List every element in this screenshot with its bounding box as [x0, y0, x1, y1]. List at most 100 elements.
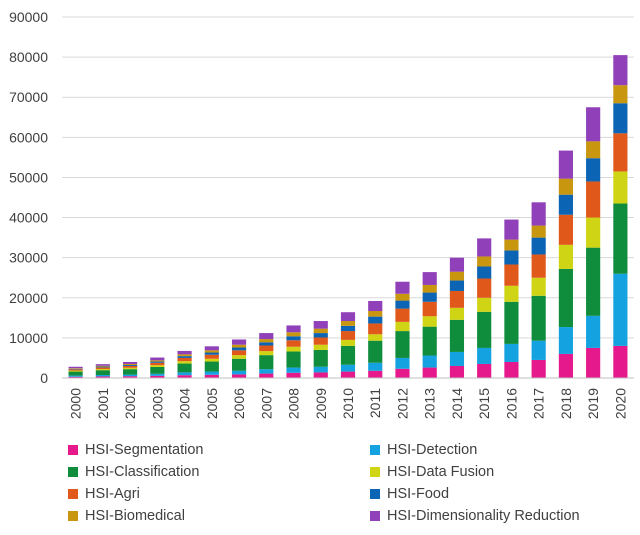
bar-hsi-biomedical-2018: [558, 178, 573, 195]
bar-hsi-detection-2006: [231, 370, 247, 375]
bar-hsi-segmentation-2012: [395, 368, 410, 378]
bar-hsi-segmentation-2017: [531, 359, 546, 378]
gridlines: [62, 16, 634, 339]
bar-hsi-agri-2004: [177, 357, 192, 362]
bar-hsi-biomedical-2006: [231, 344, 247, 348]
legend-item-hsi-biomedical: HSI-Biomedical: [68, 506, 185, 526]
bar-hsi-dimensionality-reduction-2015: [477, 238, 492, 257]
bar-hsi-food-2005: [204, 352, 219, 355]
bar-hsi-detection-2001: [95, 374, 110, 377]
legend-label: HSI-Biomedical: [85, 508, 185, 524]
bar-hsi-segmentation-2019: [586, 347, 601, 378]
bar-hsi-food-2003: [150, 361, 165, 363]
bar-hsi-biomedical-2000: [68, 368, 83, 369]
bar-hsi-segmentation-2013: [422, 367, 437, 378]
bar-hsi-food-2017: [531, 237, 546, 255]
bar-hsi-biomedical-2007: [259, 339, 274, 343]
bar-hsi-data-fusion-2004: [177, 361, 192, 364]
bar-hsi-detection-2003: [150, 373, 165, 376]
bar-hsi-detection-2004: [177, 372, 192, 376]
bar-hsi-dimensionality-reduction-2014: [449, 257, 465, 272]
bar-hsi-detection-2019: [586, 315, 601, 348]
bar-hsi-biomedical-2013: [422, 284, 437, 293]
bars: [68, 55, 628, 378]
bar-hsi-agri-2008: [286, 340, 301, 347]
bar-hsi-dimensionality-reduction-2001: [95, 364, 110, 366]
bar-hsi-agri-2009: [313, 337, 328, 345]
x-tick-label: 2020: [612, 388, 628, 419]
y-tick-label: 0: [40, 370, 48, 386]
chart: 0 10000 20000 30000 40000 50000 60000 70000 8000…: [9, 9, 634, 419]
legend-swatch: [68, 467, 78, 477]
y-tick-label: 10000: [9, 330, 48, 346]
bar-hsi-segmentation-2006: [231, 374, 247, 378]
x-tick-label: 2013: [422, 388, 438, 419]
bar-hsi-segmentation-2000: [68, 376, 83, 378]
bar-hsi-biomedical-2001: [95, 365, 110, 367]
bar-hsi-dimensionality-reduction-2017: [531, 202, 546, 226]
bar-hsi-agri-2001: [95, 367, 110, 369]
bar-hsi-dimensionality-reduction-2010: [340, 312, 356, 322]
bar-hsi-classification-2020: [613, 203, 628, 274]
bar-hsi-detection-2018: [558, 327, 573, 354]
bar-hsi-dimensionality-reduction-2004: [177, 350, 192, 355]
bar-hsi-segmentation-2016: [504, 361, 519, 378]
bar-hsi-agri-2000: [68, 369, 83, 371]
x-tick-label: 2005: [204, 388, 220, 419]
bar-hsi-food-2019: [586, 158, 601, 182]
bar-hsi-biomedical-2015: [477, 256, 492, 267]
bar-hsi-classification-2001: [95, 370, 110, 375]
legend-swatch: [370, 511, 380, 521]
bar-hsi-dimensionality-reduction-2018: [558, 150, 573, 179]
bar-hsi-food-2010: [340, 325, 356, 332]
bar-hsi-biomedical-2017: [531, 225, 546, 238]
bar-hsi-dimensionality-reduction-2006: [231, 339, 247, 345]
bar-hsi-dimensionality-reduction-2016: [504, 219, 519, 240]
bar-hsi-agri-2013: [422, 301, 437, 317]
y-tick-label: 80000: [9, 49, 48, 65]
bar-hsi-agri-2012: [395, 308, 410, 322]
legend-item-hsi-dimensionality-reduction: HSI-Dimensionality Reduction: [370, 506, 580, 526]
x-tick-label: 2007: [258, 388, 274, 419]
bar-hsi-dimensionality-reduction-2009: [313, 321, 328, 329]
x-tick-label: 2019: [585, 388, 601, 419]
bar-hsi-data-fusion-2009: [313, 344, 328, 350]
legend-swatch: [68, 445, 78, 455]
bar-hsi-biomedical-2009: [313, 328, 328, 334]
x-axis-ticks: 2000 2001 2002 2003 2004 2005 2006 2007 2008 2009…: [68, 388, 629, 419]
legend-swatch: [68, 511, 78, 521]
bar-hsi-detection-2012: [395, 357, 410, 369]
bar-hsi-data-fusion-2019: [586, 217, 601, 248]
legend-item-hsi-detection: HSI-Detection: [370, 440, 477, 460]
bar-hsi-food-2000: [68, 368, 83, 370]
bar-hsi-dimensionality-reduction-2008: [286, 325, 301, 333]
bar-hsi-classification-2014: [449, 319, 465, 352]
bar-hsi-classification-2015: [477, 311, 492, 348]
bar-hsi-agri-2014: [449, 290, 465, 308]
legend: HSI-Segmentation HSI-Detection HSI-Classif…: [0, 440, 640, 535]
bar-hsi-classification-2007: [259, 355, 274, 370]
bar-hsi-agri-2011: [368, 323, 383, 335]
y-tick-label: 50000: [9, 169, 48, 185]
bar-hsi-segmentation-2002: [123, 376, 138, 378]
x-tick-label: 2003: [149, 388, 165, 419]
x-tick-label: 2002: [122, 388, 138, 419]
bar-hsi-segmentation-2005: [204, 374, 219, 378]
bar-hsi-dimensionality-reduction-2012: [395, 281, 410, 294]
bar-hsi-detection-2005: [204, 371, 219, 375]
bar-hsi-classification-2005: [204, 361, 219, 372]
bar-hsi-classification-2013: [422, 326, 437, 356]
bar-hsi-detection-2000: [68, 375, 83, 377]
bar-hsi-classification-2006: [231, 358, 247, 371]
bar-hsi-data-fusion-2003: [150, 365, 165, 367]
bar-hsi-data-fusion-2012: [395, 321, 410, 332]
x-tick-label: 2008: [286, 388, 302, 419]
bar-hsi-food-2009: [313, 333, 328, 338]
bar-hsi-classification-2004: [177, 363, 192, 373]
bar-hsi-detection-2013: [422, 355, 437, 368]
bar-hsi-biomedical-2019: [586, 141, 601, 159]
bar-hsi-segmentation-2007: [259, 373, 274, 378]
bar-hsi-data-fusion-2008: [286, 346, 301, 352]
bar-hsi-food-2004: [177, 356, 192, 358]
bar-hsi-dimensionality-reduction-2005: [204, 346, 219, 351]
